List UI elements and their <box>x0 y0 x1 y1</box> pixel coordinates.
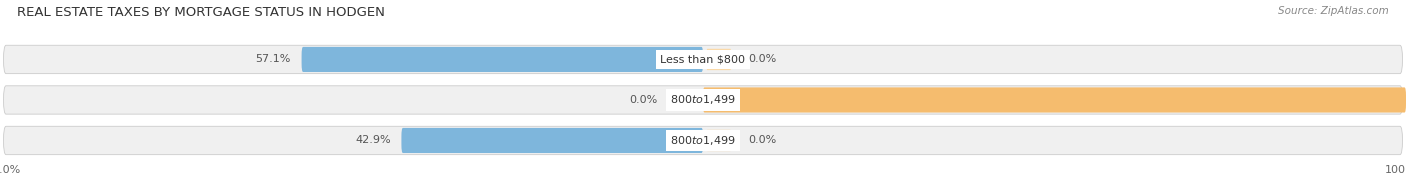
Text: 0.0%: 0.0% <box>628 95 657 105</box>
Text: Source: ZipAtlas.com: Source: ZipAtlas.com <box>1278 6 1389 16</box>
Text: REAL ESTATE TAXES BY MORTGAGE STATUS IN HODGEN: REAL ESTATE TAXES BY MORTGAGE STATUS IN … <box>17 6 385 19</box>
Text: 0.0%: 0.0% <box>749 54 778 64</box>
FancyBboxPatch shape <box>707 130 731 151</box>
Text: 42.9%: 42.9% <box>356 135 391 145</box>
Text: 0.0%: 0.0% <box>749 135 778 145</box>
FancyBboxPatch shape <box>675 89 700 111</box>
FancyBboxPatch shape <box>703 87 1406 113</box>
FancyBboxPatch shape <box>707 49 731 70</box>
Text: 57.1%: 57.1% <box>256 54 291 64</box>
FancyBboxPatch shape <box>402 128 703 153</box>
Text: $800 to $1,499: $800 to $1,499 <box>671 134 735 147</box>
FancyBboxPatch shape <box>301 47 703 72</box>
FancyBboxPatch shape <box>3 45 1403 74</box>
Text: $800 to $1,499: $800 to $1,499 <box>671 93 735 106</box>
Text: Less than $800: Less than $800 <box>661 54 745 64</box>
FancyBboxPatch shape <box>3 86 1403 114</box>
FancyBboxPatch shape <box>3 126 1403 155</box>
